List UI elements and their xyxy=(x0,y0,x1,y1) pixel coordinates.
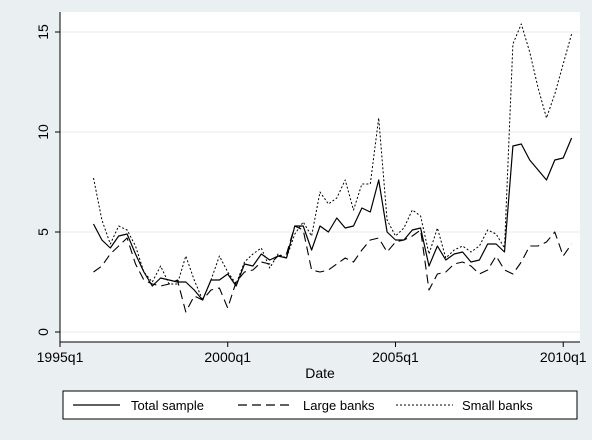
axes: 0 5 10 15 1995q1 2000q1 2005q1 2010q1 xyxy=(35,12,587,365)
legend-label-total-sample: Total sample xyxy=(131,398,204,413)
series-layer xyxy=(92,23,573,313)
plot-area xyxy=(60,12,580,342)
series-line-large-banks xyxy=(93,225,573,313)
series-line-small-banks xyxy=(93,23,573,301)
legend-label-large-banks: Large banks xyxy=(303,398,375,413)
x-tick-label: 2000q1 xyxy=(204,349,251,365)
legend-box xyxy=(62,390,578,420)
legend: Total sample Large banks Small banks xyxy=(62,390,578,420)
y-tick-label: 5 xyxy=(35,228,51,236)
y-tick-label: 0 xyxy=(35,328,51,336)
y-tick-label: 15 xyxy=(35,24,51,40)
x-tick-label: 2005q1 xyxy=(372,349,419,365)
series-line-total-sample xyxy=(92,137,573,301)
x-tick-label: 2010q1 xyxy=(540,349,587,365)
y-tick-label: 10 xyxy=(35,124,51,140)
grid-lines xyxy=(60,31,580,333)
x-axis-label: Date xyxy=(305,365,335,381)
x-tick-label: 1995q1 xyxy=(37,349,84,365)
legend-label-small-banks: Small banks xyxy=(462,398,533,413)
